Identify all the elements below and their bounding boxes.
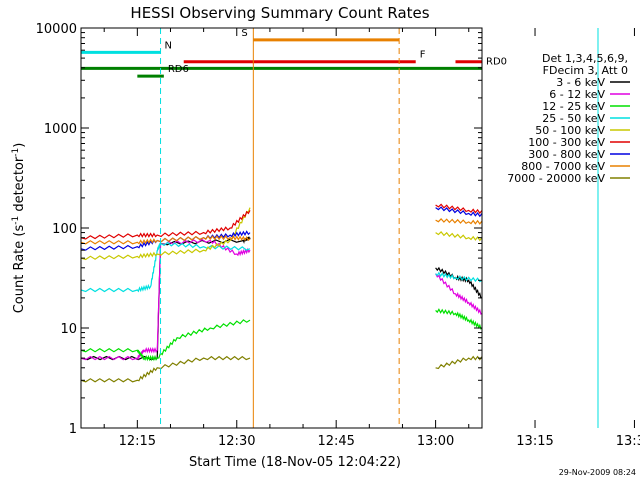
series-3 — [81, 241, 482, 293]
x-tick-label-5: 13:30 — [616, 434, 640, 449]
chart-title: HESSI Observing Summary Count Rates — [130, 4, 429, 22]
flag-label-4: RD6 — [168, 64, 189, 75]
plot-frame — [80, 27, 483, 429]
legend-entry-3: 25 - 50 keV — [542, 112, 605, 125]
legend-entry-5: 100 - 300 keV — [528, 136, 605, 149]
series-line-8-1 — [435, 355, 482, 370]
series-line-5-0 — [81, 210, 251, 240]
series-7 — [81, 218, 482, 245]
series-line-3-0 — [81, 241, 251, 293]
series-line-4-1 — [435, 231, 482, 242]
y-tick-label-3: 1000 — [44, 122, 77, 137]
legend-entry-0: 3 - 6 keV — [556, 76, 605, 89]
series-line-5-1 — [435, 203, 482, 215]
x-tick-label-4: 13:15 — [516, 434, 553, 449]
series-line-7-0 — [81, 235, 251, 245]
series-line-2-1 — [435, 308, 482, 330]
y-axis-label: Count Rate (s-1 detector-1) — [11, 143, 27, 314]
legend-entry-6: 300 - 800 keV — [528, 148, 605, 161]
series-line-6-1 — [435, 206, 482, 218]
legend: Det 1,3,4,5,6,9,FDecim 3, Att 03 - 6 keV… — [507, 52, 630, 185]
series-line-2-0 — [81, 319, 251, 362]
series-layer — [81, 203, 482, 383]
legend-entry-2: 12 - 25 keV — [542, 100, 605, 113]
series-1 — [81, 238, 482, 361]
series-line-0-1 — [435, 266, 482, 299]
flag-label-1: S — [241, 28, 247, 39]
legend-header-0: Det 1,3,4,5,6,9, — [542, 52, 628, 65]
y-tick-label-4: 10000 — [36, 22, 77, 37]
series-line-1-0 — [81, 238, 251, 361]
flag-label-2: F — [420, 50, 426, 61]
legend-entry-8: 7000 - 20000 keV — [507, 172, 605, 185]
x-tick-label-1: 12:30 — [218, 434, 255, 449]
flag-bars: N S F RD0 RD6 — [81, 28, 507, 78]
x-tick-label-2: 12:45 — [317, 434, 354, 449]
x-tick-label-0: 12:15 — [119, 434, 156, 449]
x-axis: 12:15 12:30 12:45 13:00 13:15 13:30 — [103, 28, 640, 449]
series-2 — [81, 308, 482, 362]
y-tick-label-2: 100 — [52, 222, 77, 237]
legend-entry-4: 50 - 100 keV — [535, 124, 605, 137]
flag-label-3: RD0 — [486, 56, 507, 67]
series-line-0-0 — [81, 236, 251, 361]
x-axis-label: Start Time (18-Nov-05 12:04:22) — [189, 455, 401, 470]
series-5 — [81, 203, 482, 240]
flag-label-0: N — [165, 40, 172, 51]
series-line-3-1 — [435, 271, 482, 283]
footer-timestamp: 29-Nov-2009 08:24 — [559, 468, 636, 477]
series-line-7-1 — [435, 218, 482, 225]
y-tick-label-1: 10 — [60, 322, 77, 337]
series-8 — [81, 355, 482, 383]
legend-entry-7: 800 - 7000 keV — [521, 160, 605, 173]
y-tick-label-0: 1 — [69, 422, 77, 437]
x-tick-label-3: 13:00 — [417, 434, 454, 449]
legend-entry-1: 6 - 12 keV — [549, 88, 605, 101]
legend-header-1: FDecim 3, Att 0 — [543, 64, 628, 77]
series-line-8-0 — [81, 355, 251, 383]
y-axis: 1 10 100 1000 10000 — [36, 22, 482, 437]
